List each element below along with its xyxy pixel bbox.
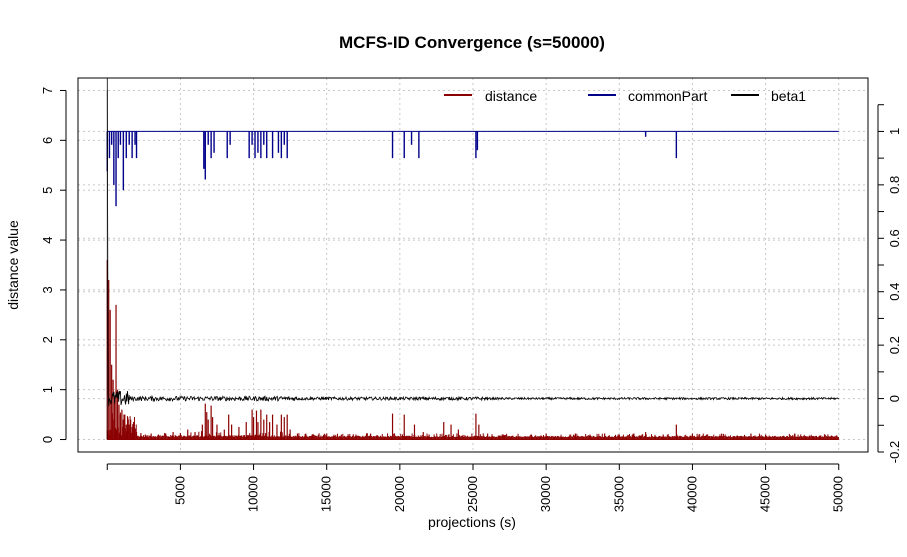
x-tick-label: 45000 (758, 476, 773, 512)
y-tick-label: 2 (40, 336, 55, 343)
x-tick-label: 15000 (319, 476, 334, 512)
legend-label-commonPart: commonPart (628, 88, 707, 104)
y-axis-right: -0.2 0 0.2 0.4 0.6 0.8 1 (877, 104, 902, 463)
series-beta1 (106, 77, 840, 440)
x-tick-label: 10000 (246, 476, 261, 512)
y-tick-label: 5 (40, 187, 55, 194)
x-axis-label: projections (s) (428, 514, 516, 530)
plot-frame (77, 77, 869, 453)
y-tick-label: 1 (40, 386, 55, 393)
y2-tick-label: 0.4 (887, 283, 902, 301)
legend: distance commonPart beta1 (444, 88, 806, 104)
y2-tick-label: -0.2 (887, 441, 902, 463)
y-tick-label: 3 (40, 286, 55, 293)
y-tick-label: 4 (40, 236, 55, 243)
x-tick-label: 5000 (172, 476, 187, 505)
y-tick-label: 7 (40, 87, 55, 94)
y-axis-label: distance value (5, 220, 21, 310)
y2-tick-label: 0.8 (887, 176, 902, 194)
beta1-line (106, 77, 840, 407)
y-axis-left: 0 1 2 3 4 5 6 7 (40, 87, 67, 443)
series-distance (106, 260, 839, 441)
x-tick-label: 50000 (831, 476, 846, 512)
x-axis: 5000 10000 15000 20000 25000 30000 35000 40000 4… (106, 463, 846, 512)
y2-tick-label: 0.6 (887, 229, 902, 247)
y2-tick-label: 1 (887, 128, 902, 135)
legend-label-beta1: beta1 (771, 88, 806, 104)
y-tick-label: 0 (40, 436, 55, 443)
y2-tick-label: 0 (887, 395, 902, 402)
legend-label-distance: distance (485, 88, 537, 104)
grid-lines (78, 78, 868, 453)
x-tick-label: 40000 (684, 476, 699, 512)
chart-title: MCFS-ID Convergence (s=50000) (339, 33, 605, 52)
y-tick-label: 6 (40, 137, 55, 144)
x-tick-label: 25000 (465, 476, 480, 512)
x-tick-label: 30000 (538, 476, 553, 512)
series-commonPart (106, 130, 839, 207)
x-tick-label: 20000 (392, 476, 407, 512)
y2-tick-label: 0.2 (887, 336, 902, 354)
x-tick-label: 35000 (611, 476, 626, 512)
